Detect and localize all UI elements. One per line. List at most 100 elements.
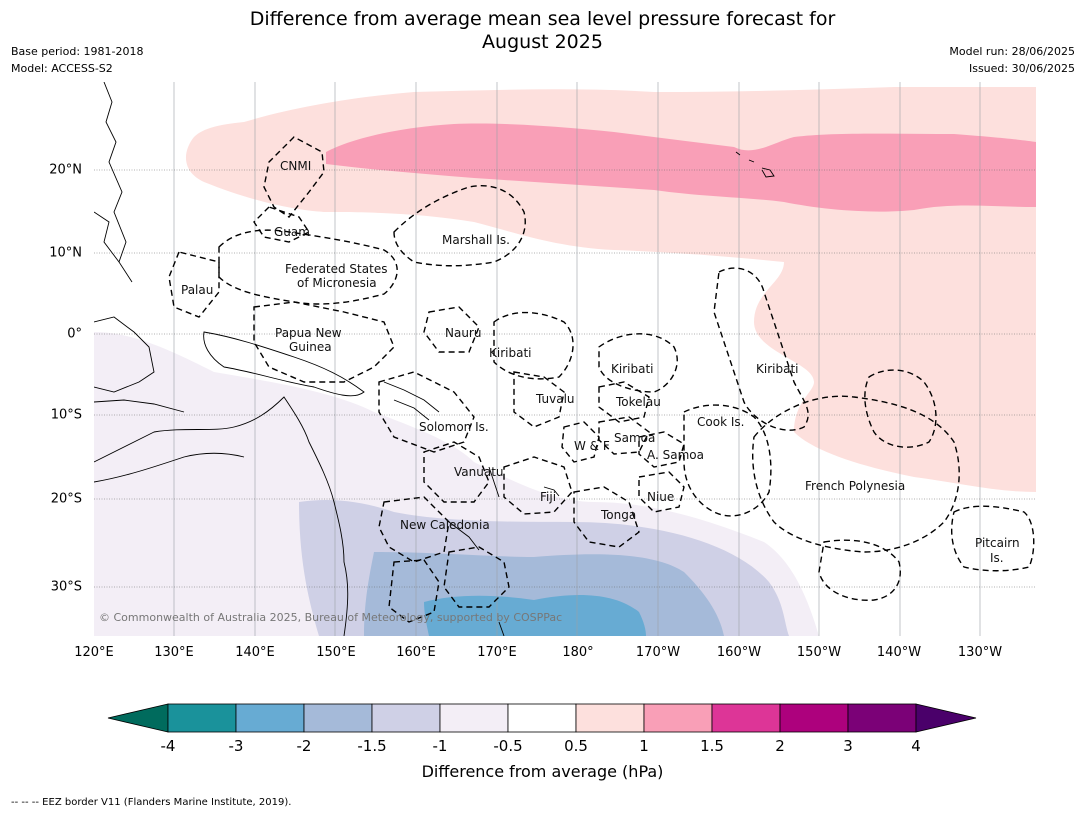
eez-newcal-s: [388, 559, 440, 623]
label-vanuatu: Vanuatu: [454, 465, 504, 479]
cbar-neg4-neg3: [167, 703, 237, 733]
lon-label-130w: 130°W: [957, 645, 1003, 660]
label-guam: Guam: [274, 225, 310, 239]
lon-label-150w: 150°W: [796, 645, 842, 660]
eez-borders: [168, 136, 1035, 623]
eez-png: [253, 301, 395, 383]
cbar-neg0-5-pos0-5: [507, 703, 577, 733]
eez-fp-se: [818, 539, 901, 601]
eez-legend-footer: -- -- -- EEZ border V11 (Flanders Marine…: [11, 797, 292, 808]
lon-label-150e: 150°E: [316, 645, 356, 660]
base-period: Base period: 1981-2018: [11, 45, 144, 58]
label-cook: Cook Is.: [697, 415, 744, 429]
label-asamoa: A. Samoa: [647, 448, 704, 462]
eez-marquesas: [864, 369, 937, 448]
cbar-tick-pos3: 3: [843, 737, 853, 755]
eez-newcal: [378, 496, 450, 563]
graticule-lat: [94, 169, 1036, 588]
label-fsm-2: of Micronesia: [297, 276, 377, 290]
colorbar-label: Difference from average (hPa): [421, 762, 664, 781]
model-name: Model: ACCESS-S2: [11, 62, 113, 75]
lat-label-30s: 30°S: [50, 579, 82, 595]
lon-label-130e: 130°E: [154, 645, 194, 660]
copyright-notice: © Commonwealth of Australia 2025, Bureau…: [99, 611, 562, 624]
eez-samoa: [598, 416, 650, 455]
cbar-tick-pos2: 2: [775, 737, 785, 755]
cbar-tick-neg2: -2: [296, 737, 312, 755]
eez-fiji: [503, 456, 573, 515]
lon-label-140w: 140°W: [876, 645, 922, 660]
label-samoa: Samoa: [614, 431, 655, 445]
eez-niue: [638, 471, 685, 513]
label-kiribati-w: Kiribati: [489, 346, 531, 360]
label-tuvalu: Tuvalu: [535, 392, 575, 406]
cbar-tick-neg4: -4: [160, 737, 176, 755]
label-tonga: Tonga: [600, 508, 636, 522]
label-solomon: Solomon Is.: [419, 420, 489, 434]
cbar-pos1-5-pos2: [711, 703, 781, 733]
eez-palau: [168, 251, 220, 318]
lon-label-140e: 140°E: [235, 645, 275, 660]
coastlines: [94, 82, 775, 636]
lon-label-170e: 170°E: [477, 645, 517, 660]
eez-cnmi: [263, 136, 325, 218]
cbar-tick-neg0-5: -0.5: [493, 737, 523, 755]
eez-solomon: [378, 371, 475, 453]
label-pitcairn-2: Is.: [990, 551, 1004, 565]
label-palau: Palau: [181, 283, 213, 297]
cbar-pos3-pos4: [847, 703, 917, 733]
lon-label-160e: 160°E: [396, 645, 436, 660]
cbar-pos0-5-pos1: [575, 703, 645, 733]
lon-label-160w: 160°W: [716, 645, 762, 660]
cbar-tick-neg1: -1: [432, 737, 448, 755]
eez-kiribati-e: [713, 267, 809, 431]
eez-kiribati-c: [598, 333, 678, 393]
map-panel: CNMI Guam Marshall Is. Federated States …: [94, 82, 1036, 636]
label-nauru: Nauru: [445, 326, 481, 340]
cbar-tick-pos0-5: 0.5: [564, 737, 588, 755]
issued-date: Issued: 30/06/2025: [968, 62, 1075, 75]
eez-vanuatu: [423, 441, 490, 503]
place-labels: CNMI Guam Marshall Is. Federated States …: [181, 159, 1020, 565]
label-kiribati-e: Kiribati: [756, 362, 798, 376]
graticule-lon: [173, 82, 981, 636]
label-pitcairn-1: Pitcairn: [975, 536, 1020, 550]
title-line-2: August 2025: [482, 31, 603, 53]
contour-neg-2: [424, 595, 646, 636]
cbar-pos2-pos3: [779, 703, 849, 733]
meta-left: Base period: 1981-2018 Model: ACCESS-S2: [11, 43, 143, 77]
eez-guam: [253, 206, 311, 243]
cbar-gt-pos4: [915, 703, 977, 733]
eez-norfolk: [443, 546, 510, 608]
label-png-1: Papua New: [275, 326, 342, 340]
title-line-1: Difference from average mean sea level p…: [249, 8, 836, 30]
label-fsm-1: Federated States: [285, 262, 387, 276]
label-fiji: Fiji: [540, 490, 556, 504]
cbar-tick-neg3: -3: [228, 737, 244, 755]
lon-label-120e: 120°E: [74, 645, 114, 660]
cbar-tick-pos4: 4: [911, 737, 921, 755]
label-french-polynesia: French Polynesia: [805, 479, 905, 493]
cbar-neg1-neg0-5: [439, 703, 509, 733]
cbar-tick-pos1-5: 1.5: [700, 737, 724, 755]
label-wf: W & F: [574, 439, 610, 453]
label-cnmi: CNMI: [280, 159, 311, 173]
cbar-lt-neg4: [107, 703, 169, 733]
contour-pos-1: [326, 123, 1036, 212]
colorbar: [107, 703, 977, 733]
label-kiribati-c: Kiribati: [611, 362, 653, 376]
lat-label-20n: 20°N: [49, 162, 82, 178]
eez-tonga: [573, 486, 640, 548]
cbar-neg3-neg2: [235, 703, 305, 733]
cbar-tick-pos1: 1: [639, 737, 649, 755]
eez-asamoa: [638, 431, 685, 468]
label-tokelau: Tokelau: [615, 395, 661, 409]
eez-cook: [683, 404, 772, 517]
cbar-neg2-neg1-5: [303, 703, 373, 733]
eez-fsm: [218, 229, 398, 305]
meta-right: Model run: 28/06/2025 Issued: 30/06/2025: [949, 43, 1075, 77]
chart-title: Difference from average mean sea level p…: [0, 8, 1085, 54]
model-run: Model run: 28/06/2025: [949, 45, 1075, 58]
lat-label-10s: 10°S: [50, 407, 82, 423]
eez-nauru: [423, 306, 480, 353]
